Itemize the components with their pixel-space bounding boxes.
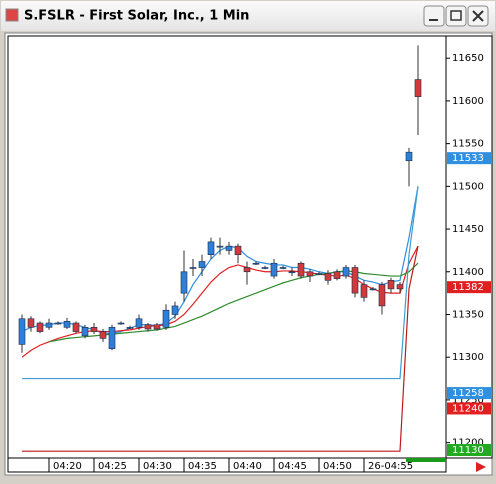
candle-body [216,245,224,248]
y-tick-label: 11300 [452,352,484,363]
candle-body [180,271,188,294]
candle-body [117,322,125,325]
candle-body [306,271,314,277]
candle-body [378,284,386,307]
candle-body [225,245,233,251]
app-icon [5,8,19,22]
indicator-line [22,246,419,452]
candle-body [36,322,44,332]
x-tick-label: 04:35 [188,461,217,472]
window-title: S.FSLR - First Solar, Inc., 1 Min [24,9,249,24]
price-tag-label: 11533 [452,153,484,164]
candle-body [324,273,332,281]
price-tag-label: 11240 [452,403,484,414]
indicator-line [22,186,419,380]
candle-body [81,326,89,337]
candle-body [234,245,242,255]
candle-body [171,305,179,315]
price-tag-label: 11382 [452,282,484,293]
x-tick-label: 04:45 [278,461,307,472]
price-tag [447,281,491,294]
max-button[interactable] [445,5,467,27]
y-tick-label: 11550 [452,139,484,150]
candle-body [144,324,152,330]
candle-body [252,262,260,265]
title-bar [1,1,495,31]
scroll-arrow[interactable] [476,462,486,472]
candle-body [63,321,71,328]
candle-body [351,267,359,294]
candle-body [99,331,107,339]
candle-body [315,273,323,275]
candle-body [45,322,53,328]
candle-body [18,318,26,345]
y-tick-label: 11650 [452,53,484,64]
close-button[interactable] [467,5,489,27]
y-tick-label: 11600 [452,96,484,107]
candle-body [387,280,395,290]
candle-body [342,267,350,277]
candle-body [198,261,206,268]
x-tick-label: 26-04:55 [368,461,413,472]
candle-body [90,326,98,332]
y-tick-label: 11500 [452,181,484,192]
candle-body [126,326,134,329]
y-tick-label: 11200 [452,438,484,449]
candle-body [414,79,422,97]
price-tag [447,152,491,165]
candle-body [288,271,296,274]
y-tick-label: 11250 [452,395,484,406]
y-tick-label: 11450 [452,224,484,235]
candle-body [243,267,251,273]
price-tag-label: 11258 [452,388,484,399]
plot [18,45,422,452]
candle-body [369,288,377,291]
candle-body [72,322,80,332]
candle-body [261,267,269,269]
x-axis [7,457,447,473]
candle-body [162,309,170,328]
price-tag-label: 11130 [452,445,484,456]
y-tick-label: 11350 [452,309,484,320]
candle-body [189,267,197,269]
candle-body [405,151,413,162]
candle-body [270,262,278,277]
price-tag [447,444,491,456]
candle-body [153,324,161,330]
candle-body [396,284,404,290]
session-bar [406,458,446,462]
candle-body [108,326,116,349]
candle-body [135,318,143,328]
candle-body [333,271,341,279]
x-tick-label: 04:40 [233,461,262,472]
price-tag [447,402,491,415]
x-tick-label: 04:30 [143,461,172,472]
y-tick-label: 11400 [452,267,484,278]
candle-body [279,267,287,269]
min-button[interactable] [423,5,445,27]
price-tag [447,387,491,400]
candle-body [297,262,305,277]
candle-body [207,241,215,255]
candle-body [27,318,35,328]
candle-body [360,284,368,298]
x-tick-label: 04:50 [323,461,352,472]
candle-body [54,322,62,325]
x-tick-label: 04:25 [98,461,127,472]
x-tick-label: 04:20 [53,461,82,472]
